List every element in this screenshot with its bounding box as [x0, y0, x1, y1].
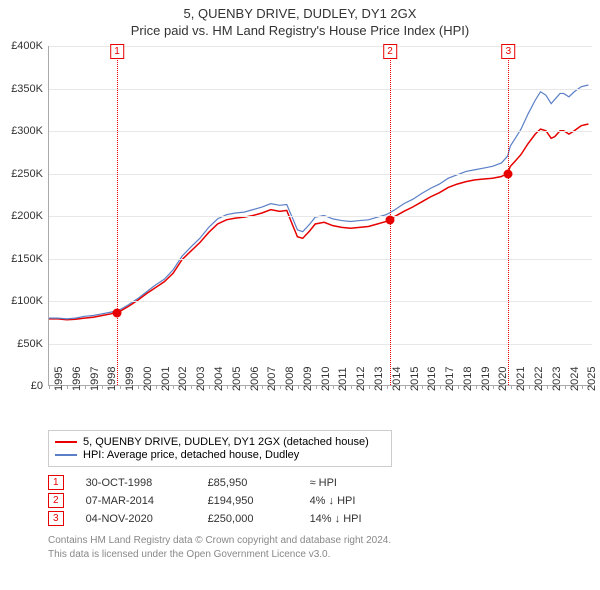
sales-row-price: £250,000	[208, 513, 288, 525]
legend-row: HPI: Average price, detached house, Dudl…	[55, 449, 385, 461]
chart-container: 5, QUENBY DRIVE, DUDLEY, DY1 2GX Price p…	[0, 0, 600, 567]
gridline	[49, 301, 592, 302]
sales-row-date: 07-MAR-2014	[86, 495, 186, 507]
gridline	[49, 89, 592, 90]
chart-titles: 5, QUENBY DRIVE, DUDLEY, DY1 2GX Price p…	[0, 0, 600, 38]
y-tick-label: £100K	[11, 295, 43, 307]
sales-row: 3 04-NOV-2020 £250,000 14% ↓ HPI	[48, 511, 600, 526]
y-tick-label: £150K	[11, 253, 43, 265]
sales-row-diff: 14% ↓ HPI	[310, 513, 400, 525]
sale-marker-dot	[504, 169, 513, 178]
y-tick-label: £0	[31, 380, 43, 392]
x-axis-labels	[48, 386, 592, 426]
footer-line1: Contains HM Land Registry data © Crown c…	[48, 534, 600, 548]
sales-table: 1 30-OCT-1998 £85,950 ≈ HPI 2 07-MAR-2014 £194…	[48, 475, 600, 526]
sale-marker-dot	[385, 216, 394, 225]
sales-row-date: 30-OCT-1998	[86, 477, 186, 489]
sales-row-diff: 4% ↓ HPI	[310, 495, 400, 507]
legend-row: 5, QUENBY DRIVE, DUDLEY, DY1 2GX (detach…	[55, 436, 385, 448]
gridline	[49, 131, 592, 132]
plot-inner: £0£50K£100K£150K£200K£250K£300K£350K£400…	[48, 46, 592, 386]
sale-marker-box: 1	[110, 44, 124, 59]
sales-row: 1 30-OCT-1998 £85,950 ≈ HPI	[48, 475, 600, 490]
sale-marker-line	[508, 46, 509, 385]
gridline	[49, 344, 592, 345]
sales-row-price: £85,950	[208, 477, 288, 489]
y-tick-label: £250K	[11, 168, 43, 180]
sales-row-num: 2	[48, 493, 64, 508]
chart-title-subtitle: Price paid vs. HM Land Registry's House …	[0, 23, 600, 38]
legend-swatch	[55, 441, 77, 443]
legend-swatch	[55, 454, 77, 456]
y-tick-label: £200K	[11, 210, 43, 222]
sale-marker-box: 2	[383, 44, 397, 59]
sales-row-num: 3	[48, 511, 64, 526]
sale-marker-line	[117, 46, 118, 385]
sales-row-price: £194,950	[208, 495, 288, 507]
sales-row-diff: ≈ HPI	[310, 477, 400, 489]
footer-attribution: Contains HM Land Registry data © Crown c…	[48, 534, 600, 567]
sales-row: 2 07-MAR-2014 £194,950 4% ↓ HPI	[48, 493, 600, 508]
sales-row-num: 1	[48, 475, 64, 490]
sales-row-date: 04-NOV-2020	[86, 513, 186, 525]
y-tick-label: £350K	[11, 83, 43, 95]
y-tick-label: £50K	[17, 338, 43, 350]
plot-area: £0£50K£100K£150K£200K£250K£300K£350K£400…	[48, 46, 592, 386]
footer-line2: This data is licensed under the Open Gov…	[48, 548, 600, 562]
sale-marker-dot	[113, 308, 122, 317]
gridline	[49, 259, 592, 260]
y-tick-label: £400K	[11, 40, 43, 52]
gridline	[49, 216, 592, 217]
sale-marker-box: 3	[502, 44, 516, 59]
y-tick-label: £300K	[11, 125, 43, 137]
legend-label: HPI: Average price, detached house, Dudl…	[83, 449, 299, 461]
legend: 5, QUENBY DRIVE, DUDLEY, DY1 2GX (detach…	[48, 430, 392, 467]
chart-title-address: 5, QUENBY DRIVE, DUDLEY, DY1 2GX	[0, 6, 600, 21]
legend-label: 5, QUENBY DRIVE, DUDLEY, DY1 2GX (detach…	[83, 436, 369, 448]
